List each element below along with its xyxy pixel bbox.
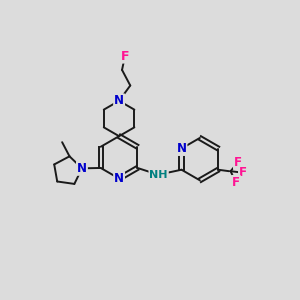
Text: F: F — [234, 156, 242, 169]
Text: F: F — [232, 176, 240, 189]
Text: NH: NH — [149, 170, 168, 180]
Text: N: N — [114, 172, 124, 185]
Text: N: N — [77, 162, 87, 175]
Text: F: F — [121, 50, 129, 63]
Text: N: N — [114, 94, 124, 107]
Text: F: F — [239, 166, 247, 179]
Text: N: N — [176, 142, 187, 155]
